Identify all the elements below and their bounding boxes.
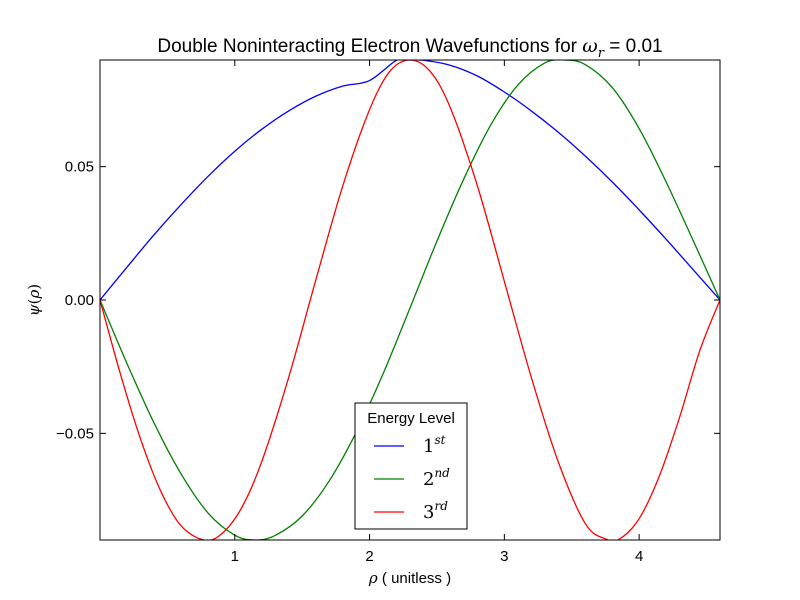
y-ticks: 0.05 0.00 −0.05 [56,159,720,442]
legend-label-2: 2nd [423,466,450,490]
series-line-2 [100,60,720,540]
x-tick-label: 3 [500,548,508,565]
legend: Energy Level 1st 2nd 3rd [354,402,468,530]
chart-title: Double Noninteracting Electron Wavefunct… [157,35,662,61]
legend-label-1: 1st [423,433,446,457]
y-axis-label: ψ(ρ) [25,284,43,316]
x-tick-label: 1 [231,548,239,565]
x-ticks: 1 2 3 4 [231,60,643,565]
y-axis-label-close: ) [25,284,43,290]
legend-box [354,402,468,530]
chart-title-symbol: ω [582,35,598,57]
y-axis-label-arg: ρ [25,290,43,300]
series-line-1 [100,60,720,301]
legend-label-3: 3rd [423,499,448,523]
y-axis-label-open: ( [25,299,43,305]
x-axis-label-symbol: ρ [368,569,378,587]
chart-title-subscript: r [598,46,605,61]
y-tick-label: 0.05 [65,159,94,176]
y-axis-label-func: ψ [25,304,43,316]
legend-title: Energy Level [367,410,455,427]
legend-entries: 1st 2nd 3rd [374,433,450,523]
x-axis-label-text: ( unitless ) [378,570,451,587]
y-tick-label: 0.00 [65,292,94,309]
chart-title-prefix: Double Noninteracting Electron Wavefunct… [157,36,582,57]
x-tick-label: 4 [635,548,643,565]
y-tick-label: −0.05 [56,425,94,442]
x-tick-label: 2 [365,548,373,565]
chart-title-suffix: = 0.01 [604,36,663,57]
x-axis-label: ρ ( unitless ) [368,569,451,587]
